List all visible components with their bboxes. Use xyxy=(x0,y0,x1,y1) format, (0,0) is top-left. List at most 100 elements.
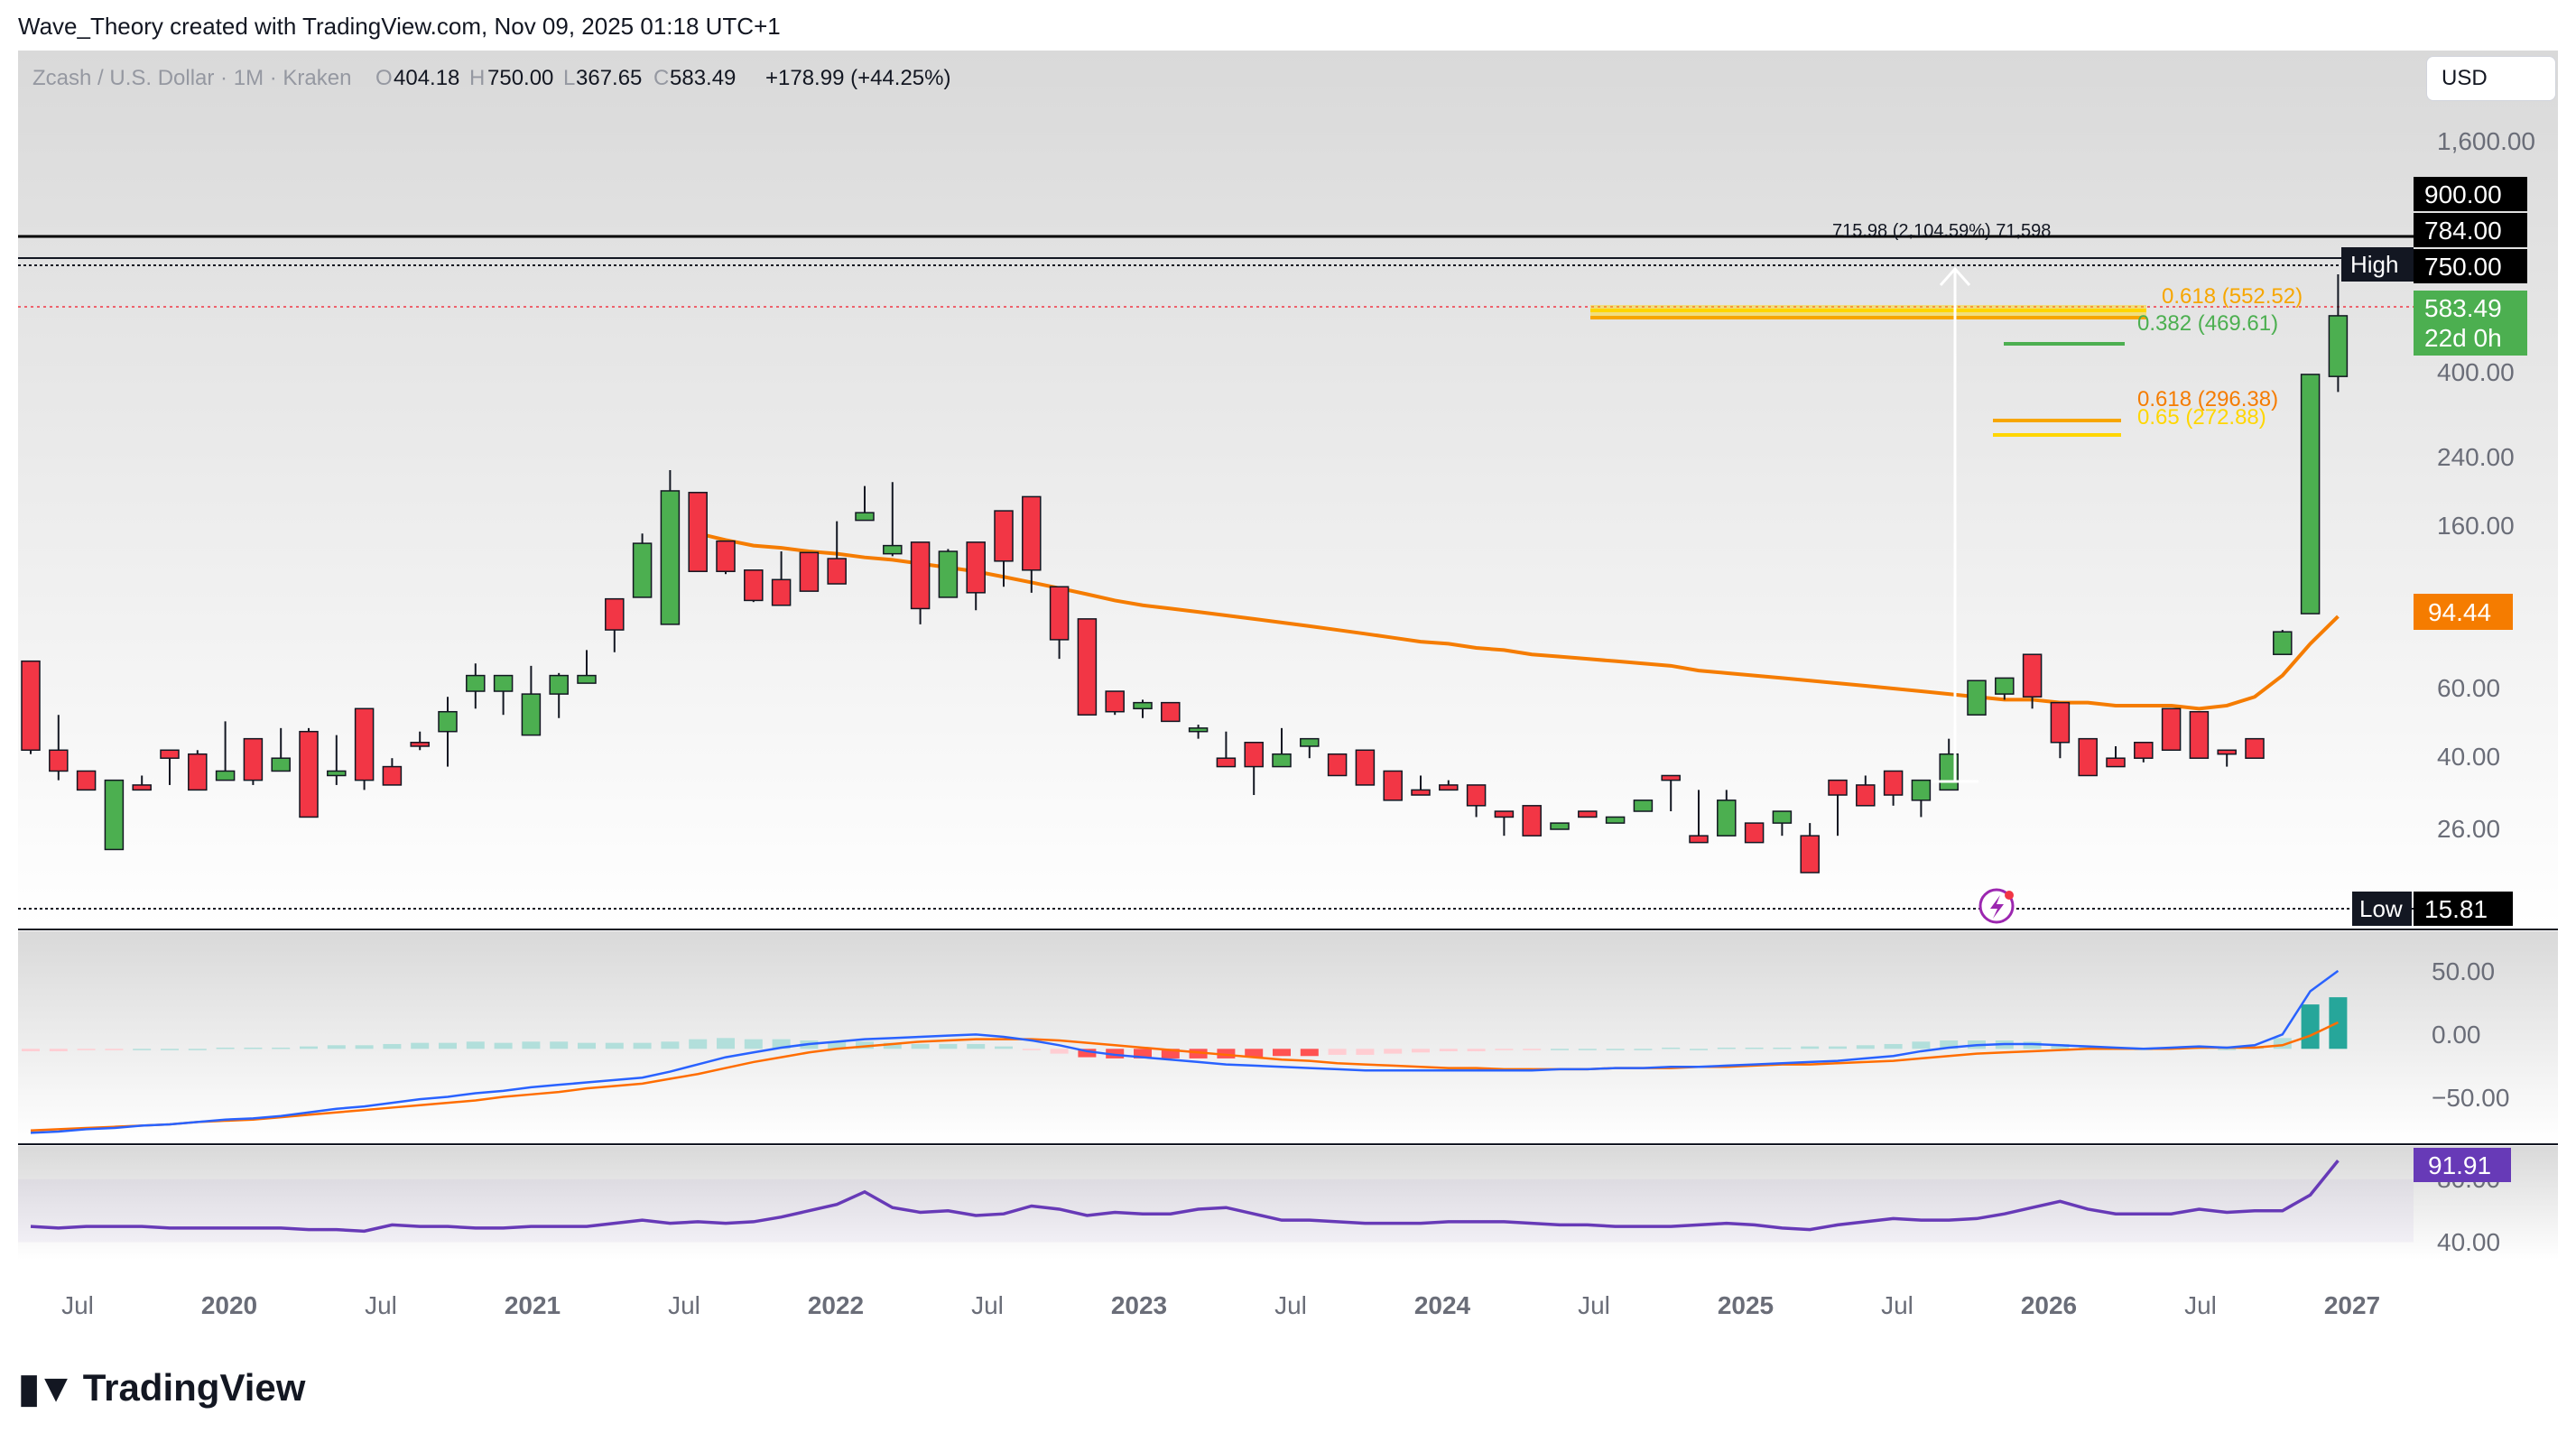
candle-body xyxy=(1661,774,1681,781)
macd-histogram-bar xyxy=(2079,1046,2098,1049)
price-tag-900-text: 900.00 xyxy=(2424,180,2502,208)
macd-histogram-bar xyxy=(744,1039,763,1049)
time-tick-label: Jul xyxy=(61,1291,94,1319)
legend-open: 404.18 xyxy=(394,66,459,90)
price-tag-low: 15.81 xyxy=(2414,892,2513,926)
macd-histogram-bar xyxy=(661,1041,680,1049)
candle-body xyxy=(994,510,1014,562)
macd-histogram-bar xyxy=(494,1042,513,1049)
candle-body xyxy=(466,674,486,692)
macd-histogram-bar xyxy=(1884,1043,1903,1049)
tv-logo-icon: ▮▼ xyxy=(18,1365,76,1410)
candle-body xyxy=(76,770,97,791)
candle-body xyxy=(744,569,764,602)
fib-upper-618-label: 0.618 (552.52) xyxy=(2162,284,2303,309)
candle-body xyxy=(2078,737,2098,777)
macd-histogram-bar xyxy=(1690,1049,1708,1050)
candle-body xyxy=(827,558,847,585)
price-tick-label: 40.00 xyxy=(2437,743,2500,771)
fib-lower-65-label: 0.65 (272.88) xyxy=(2137,405,2266,430)
candle-body xyxy=(160,749,180,759)
candle-body xyxy=(1383,770,1403,801)
macd-histogram-bar xyxy=(1662,1047,1681,1049)
candle-body xyxy=(660,490,681,625)
macd-histogram-bar xyxy=(633,1042,652,1049)
candle-body xyxy=(605,597,625,631)
price-tag-784: 784.00 xyxy=(2414,213,2527,247)
time-tick-label: Jul xyxy=(668,1291,700,1319)
macd-histogram-bar xyxy=(1467,1049,1486,1051)
macd-histogram-bar xyxy=(1856,1045,1875,1049)
macd-histogram-bar xyxy=(1634,1049,1653,1050)
countdown-text: 22d 0h xyxy=(2424,324,2502,352)
macd-signal-line xyxy=(30,1021,2339,1132)
price-tick-label: 240.00 xyxy=(2437,443,2515,471)
macd-histogram-bar xyxy=(1356,1049,1375,1055)
range-measure-arrow xyxy=(1939,266,1971,286)
macd-histogram-bar xyxy=(105,1049,124,1050)
chart-legend: Zcash / U.S. Dollar · 1M · Kraken O 404.… xyxy=(32,66,951,90)
candle-body xyxy=(1995,677,2015,695)
candle-body xyxy=(799,551,820,592)
candle-body xyxy=(410,742,430,747)
candle-body xyxy=(1494,810,1515,818)
rsi-band xyxy=(18,1179,2414,1243)
macd-histogram-bar xyxy=(300,1046,318,1049)
macd-histogram-bar xyxy=(1495,1049,1514,1050)
price-tag-high: 750.00 xyxy=(2414,249,2527,283)
chart-credit: Wave_Theory created with TradingView.com… xyxy=(18,13,781,40)
macd-histogram-bar xyxy=(1273,1049,1291,1057)
price-tag-rsi: 91.91 xyxy=(2414,1148,2511,1182)
candle-body xyxy=(271,757,291,772)
macd-histogram-bar xyxy=(550,1041,569,1049)
macd-histogram-bar xyxy=(2273,1038,2292,1049)
tradingview-logo[interactable]: ▮▼ TradingView xyxy=(18,1361,305,1415)
macd-tick-label: −50.00 xyxy=(2432,1084,2509,1112)
candle-body xyxy=(49,749,69,772)
macd-histogram-bar xyxy=(133,1049,152,1050)
macd-histogram-bar xyxy=(383,1043,402,1049)
legend-open-label: O xyxy=(375,66,393,90)
candle-body xyxy=(1522,805,1542,837)
macd-layer xyxy=(22,969,2348,1134)
time-axis-bg xyxy=(18,1260,2558,1334)
candle-body xyxy=(577,674,597,684)
candle-body xyxy=(1911,779,1932,801)
price-tag-ema-text: 94.44 xyxy=(2428,598,2491,626)
candle-body xyxy=(2050,701,2071,744)
price-tick-label: 60.00 xyxy=(2437,674,2500,702)
candle-body xyxy=(1105,690,1125,713)
macd-histogram-bar xyxy=(1106,1049,1125,1058)
candle-body xyxy=(771,578,792,606)
candle-body xyxy=(382,765,403,786)
high-label: High xyxy=(2350,251,2398,278)
high-label-box: High xyxy=(2341,247,2414,282)
macd-histogram-bar xyxy=(689,1039,708,1049)
candle-body xyxy=(910,541,931,610)
legend-symbol[interactable]: Zcash / U.S. Dollar · 1M · Kraken xyxy=(32,66,351,90)
macd-histogram-bar xyxy=(578,1042,596,1049)
price-tag-784-text: 784.00 xyxy=(2424,217,2502,245)
candle-body xyxy=(243,737,264,781)
candle-body xyxy=(1022,495,1042,571)
currency-button[interactable]: USD xyxy=(2426,56,2556,101)
macd-histogram-bar xyxy=(911,1043,930,1049)
candle-body xyxy=(2106,757,2126,768)
candle-body xyxy=(1578,810,1598,818)
macd-histogram-bar xyxy=(355,1045,374,1049)
macd-histogram-bar xyxy=(1328,1049,1347,1055)
rsi-line xyxy=(30,1160,2340,1234)
price-tag-ema: 94.44 xyxy=(2414,594,2513,630)
candle-body xyxy=(104,779,125,851)
candle-body xyxy=(2161,707,2182,752)
time-tick-label: Jul xyxy=(1274,1291,1307,1319)
macd-histogram-bar xyxy=(327,1045,346,1049)
time-tick-label: Jul xyxy=(1881,1291,1913,1319)
candle-body xyxy=(632,542,653,598)
price-axis[interactable]: 1,600.00 400.00 240.00 160.00 60.00 40.00 26.0… xyxy=(2432,127,2535,1256)
macd-histogram-bar xyxy=(1022,1049,1041,1050)
time-axis[interactable]: Jul 2020 Jul 2021 Jul 2022 Jul 2023 Jul 2024 Jul 20… xyxy=(61,1291,2380,1319)
legend-close: 583.49 xyxy=(670,66,736,90)
candle-body xyxy=(1216,757,1237,768)
lightning-icon[interactable] xyxy=(1978,888,2015,924)
